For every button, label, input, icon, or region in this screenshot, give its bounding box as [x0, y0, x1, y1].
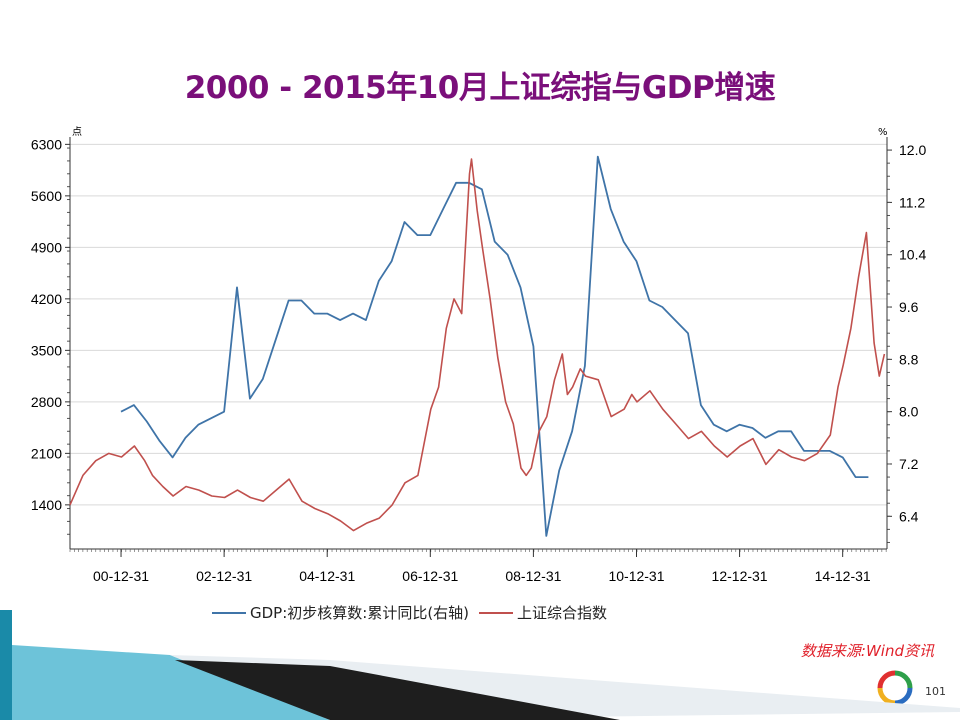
legend: GDP:初步核算数:累计同比(右轴) 上证综合指数	[212, 602, 617, 623]
x-tick-label: 02-12-31	[196, 568, 252, 584]
right-tick-label: 9.6	[899, 299, 919, 315]
left-tick-label: 2800	[31, 394, 62, 410]
left-tick-label: 5600	[31, 188, 62, 204]
left-tick-label: 4200	[31, 291, 62, 307]
left-tick-label: 3500	[31, 342, 62, 358]
chart-title: 2000 - 2015年10月上证综指与GDP增速	[184, 70, 776, 106]
right-tick-label: 12.0	[899, 142, 926, 158]
x-tick-label: 06-12-31	[402, 568, 458, 584]
series-layer	[69, 155, 886, 537]
legend-swatch-index	[479, 611, 514, 614]
right-tick-label: 7.2	[899, 456, 919, 472]
wind-logo-icon	[877, 670, 913, 706]
left-axis-unit: 点	[72, 126, 82, 138]
right-tick-label: 11.2	[899, 194, 925, 210]
right-tick-label: 8.8	[899, 351, 919, 367]
page-number: 101	[925, 685, 946, 698]
legend-item-index: 上证综合指数	[479, 602, 607, 623]
x-tick-label: 00-12-31	[93, 568, 149, 584]
x-tick-label: 14-12-31	[815, 568, 871, 584]
left-tick-label: 6300	[31, 136, 62, 152]
series-line-shanghai-index	[69, 158, 886, 532]
right-tick-label: 6.4	[899, 508, 919, 524]
x-tick-label: 08-12-31	[505, 568, 561, 584]
decorative-swoosh	[0, 610, 960, 720]
legend-label-gdp: GDP:初步核算数:累计同比(右轴)	[250, 604, 470, 622]
right-tick-label: 8.0	[899, 404, 919, 420]
left-tick-label: 1400	[31, 497, 62, 513]
x-tick-label: 12-12-31	[712, 568, 768, 584]
grid-lines	[70, 143, 887, 506]
legend-swatch-gdp	[212, 611, 246, 614]
x-tick-label: 10-12-31	[608, 568, 664, 584]
series-line-gdp	[120, 155, 869, 537]
left-tick-label: 4900	[31, 239, 62, 255]
right-tick-label: 10.4	[899, 247, 926, 263]
left-tick-label: 2100	[31, 445, 62, 461]
legend-label-index: 上证综合指数	[517, 604, 608, 622]
axes: 1400 2100 2800 3500 4200 4900 5600 6300 6.4 7.2 8.…	[31, 136, 927, 584]
x-tick-label: 04-12-31	[299, 568, 355, 584]
legend-item-gdp: GDP:初步核算数:累计同比(右轴)	[212, 602, 469, 623]
data-source: 数据来源:Wind资讯	[800, 642, 934, 660]
right-axis-unit: %	[878, 127, 888, 138]
